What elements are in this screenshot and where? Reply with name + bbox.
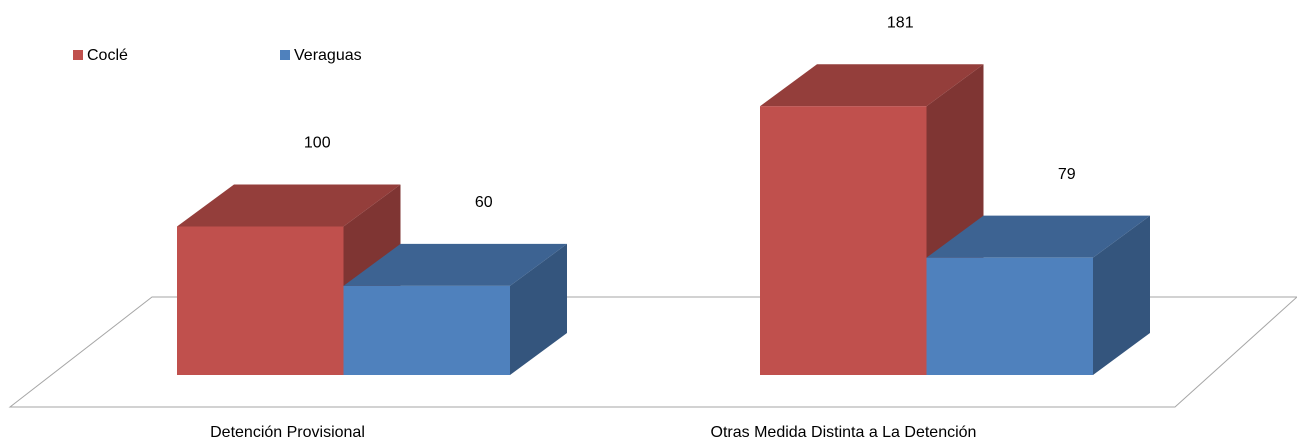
legend-label: Coclé (87, 47, 128, 64)
data-label: 100 (304, 135, 331, 152)
legend-swatch (73, 50, 83, 60)
data-label: 79 (1058, 166, 1076, 183)
bar-side (1093, 215, 1150, 375)
legend-label: Veraguas (294, 47, 362, 64)
bar (760, 106, 927, 375)
bar (177, 226, 344, 375)
bar-top (926, 215, 1150, 258)
bar (343, 285, 510, 375)
legend-swatch (280, 50, 290, 60)
bar-top (760, 64, 984, 107)
data-label: 181 (887, 14, 914, 31)
x-tick-label: Detención Provisional (210, 424, 365, 441)
bar (926, 257, 1093, 375)
bar-side (510, 243, 567, 375)
x-tick-label: Otras Medida Distinta a La Detención (711, 424, 977, 441)
floor (8, 296, 1297, 408)
bar-top (343, 243, 567, 286)
bar-top (177, 184, 401, 227)
data-label: 60 (475, 194, 493, 211)
